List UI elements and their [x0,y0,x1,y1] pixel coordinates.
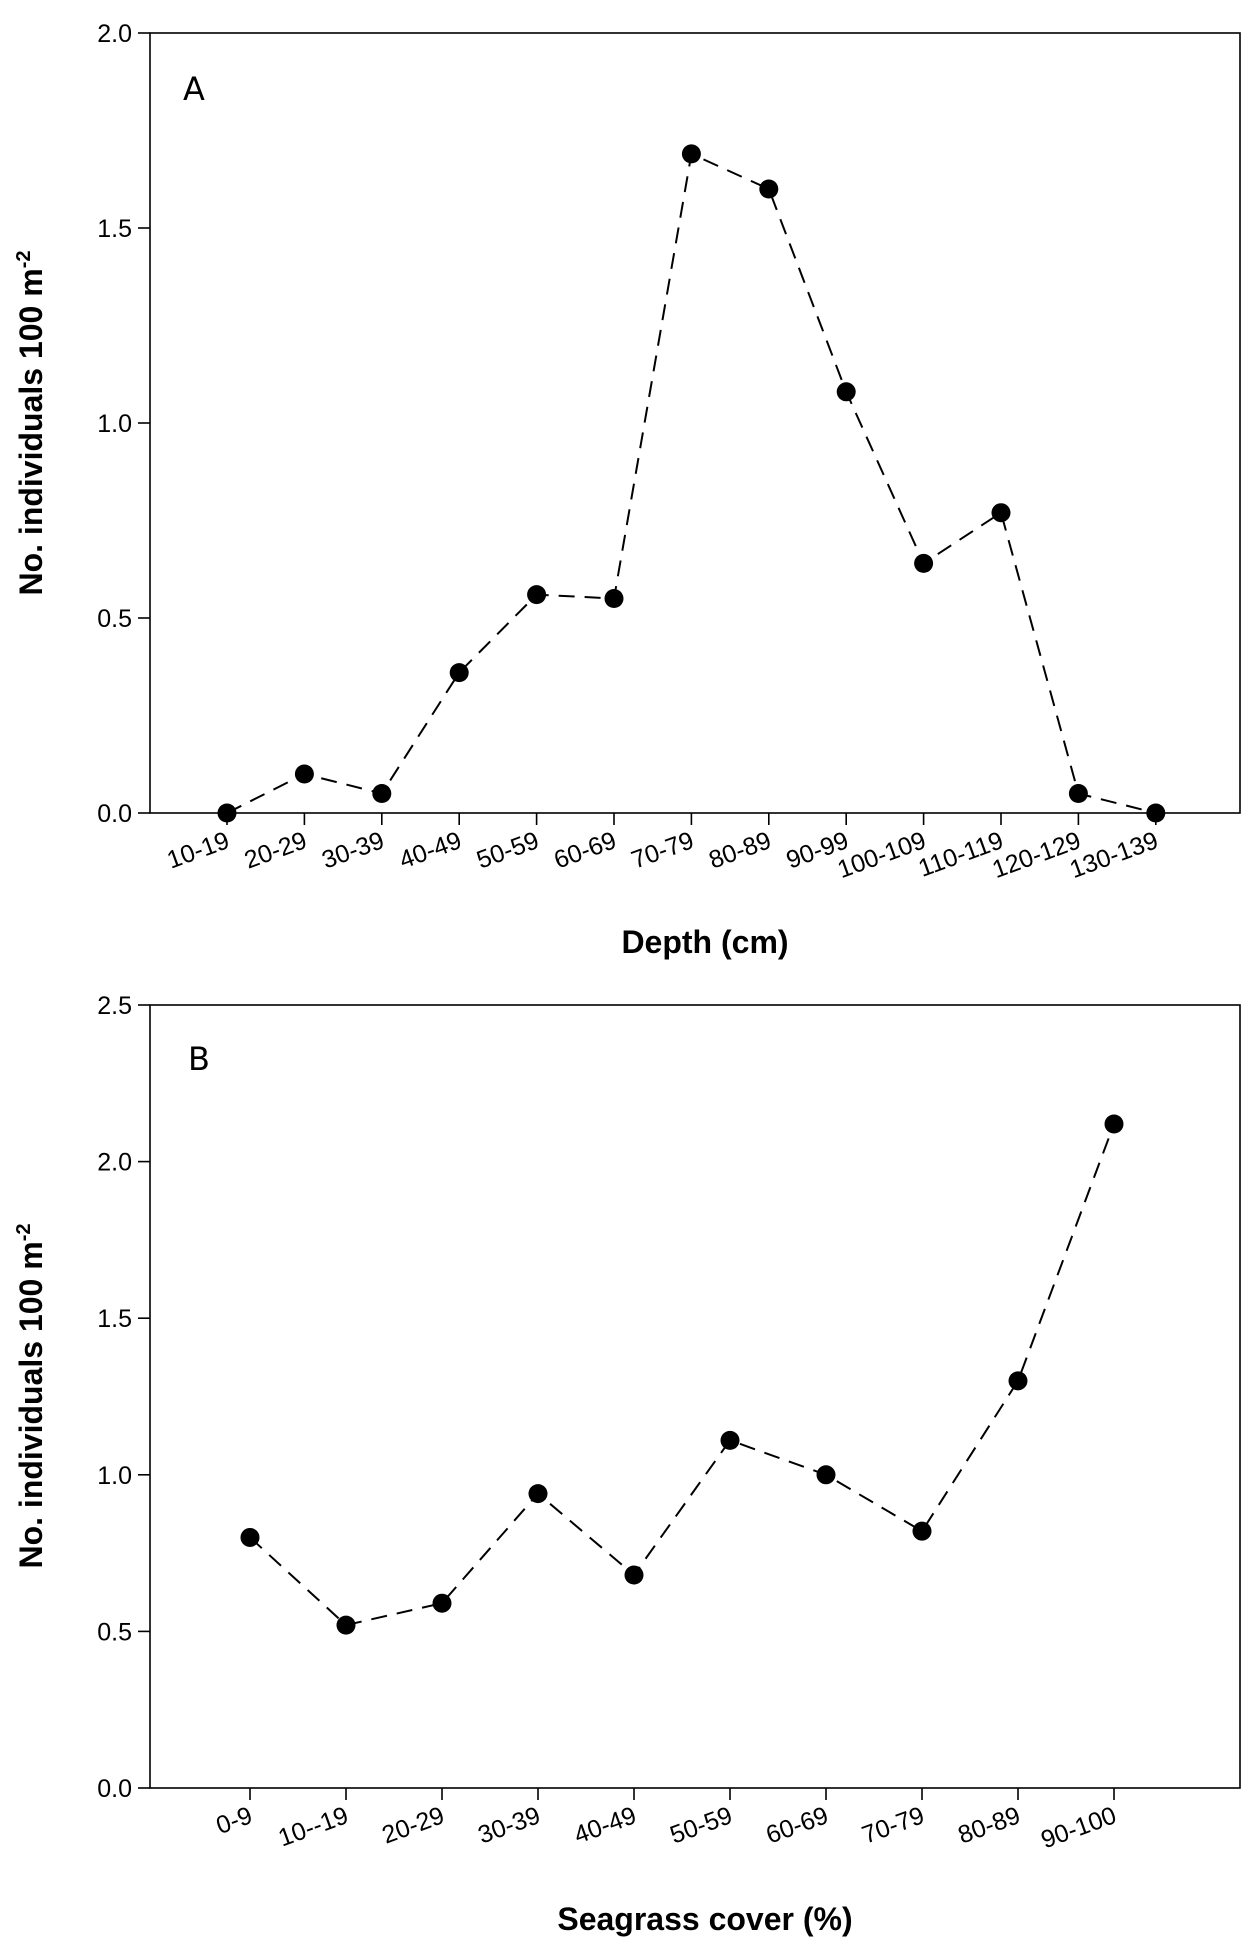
x-tick-label-b-3: 30-39 [474,1801,544,1849]
y-tick-label-a-1: 0.5 [97,605,132,633]
y-axis-title-a: No. individuals 100 m-2 [13,251,49,596]
data-point-b-9 [1104,1114,1124,1134]
series-line-a [226,152,1157,814]
x-tick-label-a-6: 70-79 [628,826,698,874]
x-tick-label-b-8: 80-89 [954,1801,1024,1849]
y-tick-label-b-4: 2.0 [97,1149,132,1177]
data-point-a-6 [681,144,701,164]
data-point-a-12 [1146,803,1166,823]
chart-panel-a: A 0.0 0.5 1.0 1.5 2.0 10-19 20-29 30-39 40-49 50… [13,20,1241,960]
data-point-a-1 [294,764,314,784]
x-axis-a: 10-19 20-29 30-39 40-49 50-59 60-69 70-79 80-89… [163,813,1162,884]
panel-label-a: A [183,70,205,108]
x-tick-label-a-12: 130-139 [1066,826,1162,884]
data-point-a-10 [991,503,1011,523]
x-tick-label-a-4: 50-59 [473,826,543,874]
x-tick-label-b-1: 10--19 [275,1801,352,1852]
data-point-b-3 [528,1484,548,1504]
x-tick-label-b-6: 60-69 [762,1801,832,1849]
y-tick-label-a-0: 0.0 [97,800,132,828]
x-tick-label-b-0: 0-9 [213,1801,257,1840]
data-point-a-8 [836,382,856,402]
data-point-b-4 [624,1565,644,1585]
data-point-a-3 [449,663,469,683]
data-point-a-5 [604,589,624,608]
x-tick-label-a-11: 120-129 [989,826,1085,884]
data-point-b-2 [432,1593,452,1613]
x-tick-label-b-2: 20-29 [378,1801,448,1849]
x-axis-title-b: Seagrass cover (%) [557,1901,852,1937]
y-axis-title-b-superscript: -2 [13,1224,35,1242]
y-tick-label-b-1: 0.5 [97,1618,132,1646]
series-line-b [249,1123,1115,1627]
data-point-b-7 [912,1521,932,1541]
data-point-a-4 [527,585,547,605]
data-point-b-1 [336,1615,356,1635]
x-tick-label-a-7: 80-89 [705,826,775,874]
x-tick-label-b-4: 40-49 [570,1801,640,1849]
y-tick-label-b-0: 0.0 [97,1775,132,1803]
x-tick-label-a-0: 10-19 [163,826,233,874]
y-axis-title-a-superscript: -2 [13,251,35,269]
y-tick-label-a-2: 1.0 [97,410,132,438]
y-tick-label-b-3: 1.5 [97,1305,132,1333]
data-point-a-0 [217,803,237,823]
chart-panel-b: B 0.0 0.5 1.0 1.5 2.0 2.5 0-9 10--19 20-29 30-39… [13,992,1241,1937]
data-point-b-0 [240,1527,260,1547]
data-point-b-8 [1008,1371,1028,1391]
y-tick-label-a-4: 2.0 [97,20,132,48]
x-tick-label-a-5: 60-69 [550,826,620,874]
x-tick-label-a-1: 20-29 [241,826,311,874]
data-point-a-9 [914,553,934,573]
y-tick-label-a-3: 1.5 [97,215,132,243]
panel-label-b: B [188,1040,210,1078]
series-points-b [240,1114,1124,1635]
data-point-a-7 [759,179,779,199]
y-axis-a: 0.0 0.5 1.0 1.5 2.0 [97,20,150,828]
y-tick-label-b-2: 1.0 [97,1462,132,1490]
y-axis-title-a-text: No. individuals 100 m [13,268,49,595]
y-axis-title-b: No. individuals 100 m-2 [13,1224,49,1569]
x-tick-label-b-5: 50-59 [666,1801,736,1849]
x-tick-label-a-9: 100-109 [834,826,930,884]
x-tick-label-a-3: 40-49 [396,826,466,874]
x-axis-b: 0-9 10--19 20-29 30-39 40-49 50-59 60-69 70-79 8… [213,1788,1120,1854]
data-point-a-2 [372,784,392,803]
x-tick-label-b-9: 90-100 [1037,1801,1120,1854]
plot-frame-b [149,1004,1241,1789]
x-tick-label-a-2: 30-39 [318,826,388,874]
y-tick-label-b-5: 2.5 [97,992,132,1020]
x-tick-label-a-10: 110-119 [915,826,1007,882]
y-axis-title-b-text: No. individuals 100 m [13,1241,49,1568]
data-point-b-6 [816,1465,836,1485]
data-point-a-11 [1068,784,1088,803]
x-tick-label-b-7: 70-79 [858,1801,928,1849]
y-axis-b: 0.0 0.5 1.0 1.5 2.0 2.5 [97,992,150,1803]
data-point-b-5 [720,1430,740,1450]
x-axis-title-a: Depth (cm) [621,924,788,960]
series-points-a [217,144,1166,823]
